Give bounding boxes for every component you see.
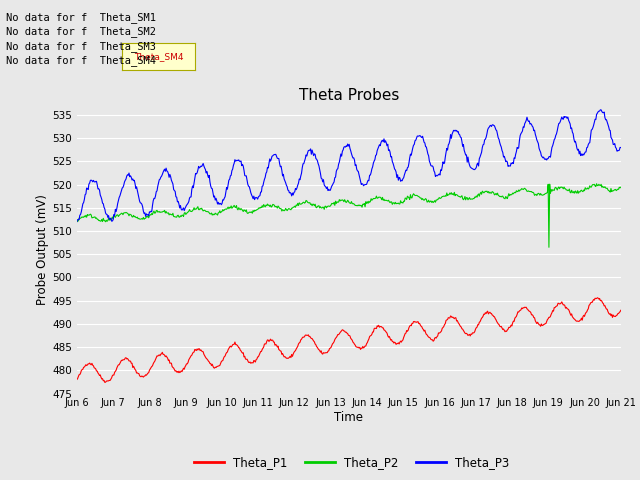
Theta_P1	[140, 374, 147, 380]
Title: Theta Probes: Theta Probes	[299, 88, 399, 103]
Theta_P2	[431, 198, 438, 204]
Theta_P1	[593, 295, 601, 300]
Theta_P3	[223, 185, 230, 191]
Theta_P2	[139, 216, 147, 222]
Theta_P2	[223, 206, 230, 212]
Theta_P3	[194, 168, 202, 173]
Theta_P2	[73, 217, 81, 223]
Theta_P2	[415, 194, 422, 200]
Theta_P1	[416, 321, 424, 326]
Theta_P3	[83, 185, 90, 191]
Text: No data for f  Theta_SM3: No data for f Theta_SM3	[6, 41, 156, 52]
Text: No data for f  Theta_SM1: No data for f Theta_SM1	[6, 12, 156, 23]
Y-axis label: Probe Output (mV): Probe Output (mV)	[36, 194, 49, 305]
Theta_P1	[617, 307, 625, 313]
Theta_P3	[73, 219, 81, 225]
Theta_P3	[431, 169, 438, 175]
Theta_P1	[101, 380, 109, 385]
Theta_P2	[545, 244, 553, 250]
Theta_P1	[223, 349, 231, 355]
Theta_P3	[139, 204, 147, 210]
Theta_P1	[83, 363, 90, 369]
Theta_P2	[194, 204, 202, 210]
Legend: Theta_P1, Theta_P2, Theta_P3: Theta_P1, Theta_P2, Theta_P3	[189, 452, 515, 474]
Theta_P3	[415, 133, 422, 139]
Line: Theta_P2: Theta_P2	[77, 184, 621, 247]
Theta_P1	[73, 377, 81, 383]
Theta_P3	[596, 107, 604, 113]
Theta_P2	[617, 184, 625, 190]
X-axis label: Time: Time	[334, 411, 364, 424]
Text: Theta_SM4: Theta_SM4	[134, 52, 183, 61]
Theta_P3	[617, 144, 625, 150]
Text: No data for f  Theta_SM2: No data for f Theta_SM2	[6, 26, 156, 37]
Line: Theta_P1: Theta_P1	[77, 298, 621, 383]
Theta_P1	[431, 335, 439, 340]
Theta_P2	[593, 181, 600, 187]
Line: Theta_P3: Theta_P3	[77, 110, 621, 222]
Theta_P2	[83, 214, 90, 220]
Text: No data for f  Theta_SM4: No data for f Theta_SM4	[6, 55, 156, 66]
Theta_P1	[195, 346, 202, 352]
